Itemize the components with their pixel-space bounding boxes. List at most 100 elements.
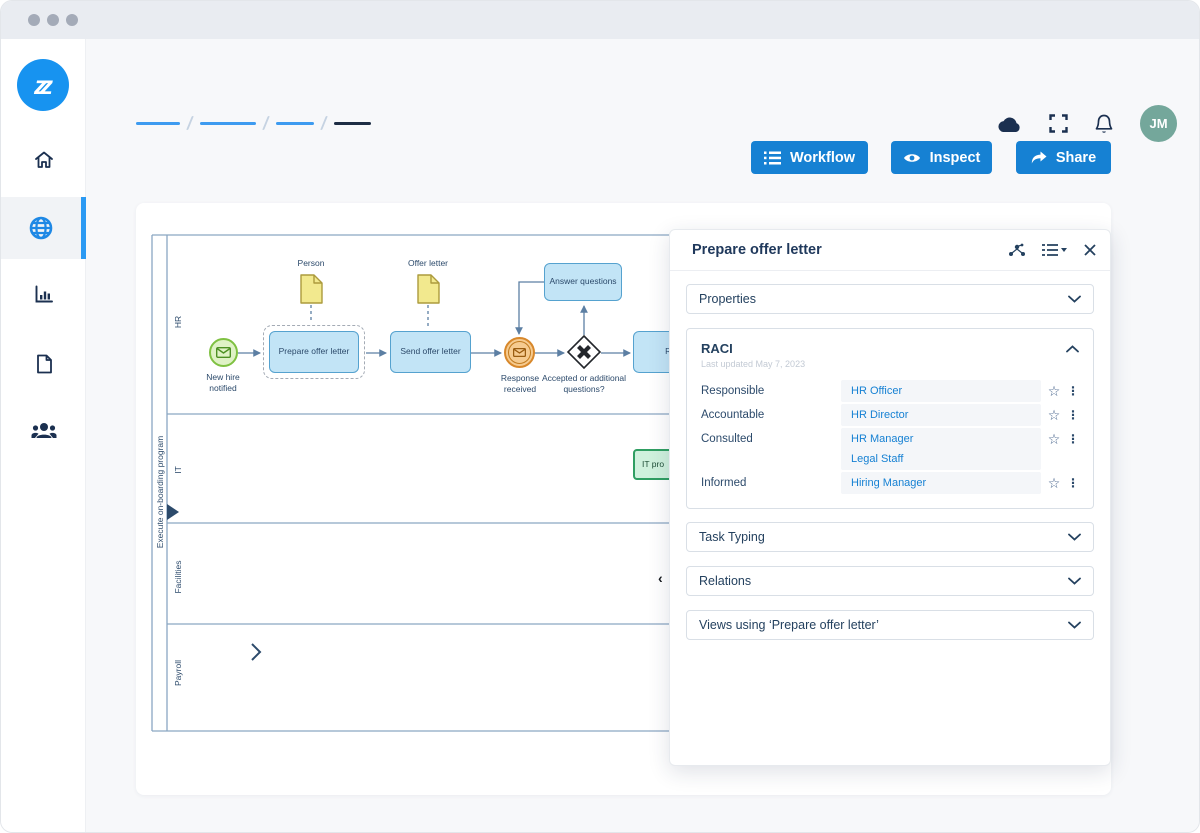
relations-graph-icon[interactable]: [1008, 242, 1026, 258]
raci-rows: Responsible HR Officer ☆ ⋮ Accountable H…: [701, 380, 1079, 494]
task-send-offer-letter[interactable]: Send offer letter: [390, 331, 471, 373]
gateway-label: Accepted or additional questions?: [541, 373, 627, 395]
pool-label: Execute on-boarding program: [155, 435, 165, 549]
sidebar: zz: [1, 39, 86, 832]
fullscreen-icon[interactable]: [1049, 114, 1068, 133]
chevron-down-icon: [1068, 295, 1081, 303]
workflow-button[interactable]: Workflow: [751, 141, 868, 174]
kebab-menu-icon[interactable]: ⋮: [1067, 408, 1079, 422]
sidebar-item-analytics[interactable]: [1, 263, 86, 325]
breadcrumb: [136, 116, 371, 130]
task-typing-label: Task Typing: [699, 530, 765, 544]
chevron-down-icon: [1068, 577, 1081, 585]
window-titlebar: [1, 1, 1199, 39]
sidebar-item-documents[interactable]: [1, 333, 86, 395]
raci-row-consulted: Consulted HR Manager Legal Staff ☆ ⋮: [701, 428, 1079, 470]
main-area: JM Workflow Inspect Share: [86, 39, 1199, 832]
kebab-menu-icon[interactable]: ⋮: [1067, 384, 1079, 398]
eye-icon: [903, 153, 920, 162]
star-icon[interactable]: ☆: [1047, 431, 1061, 447]
document-icon: [36, 354, 52, 374]
globe-icon: [29, 216, 53, 240]
users-icon: [31, 423, 56, 438]
cloud-icon[interactable]: [995, 114, 1023, 134]
breadcrumb-separator: [262, 116, 270, 130]
relations-label: Relations: [699, 574, 752, 588]
avatar[interactable]: JM: [1140, 105, 1177, 142]
breadcrumb-segment[interactable]: [276, 121, 314, 125]
raci-row-values: HR Officer: [841, 380, 1041, 402]
gateway-shape[interactable]: [566, 334, 602, 370]
share-arrow-icon: [1031, 151, 1047, 163]
panel-body: Properties RACI Last updated May 7, 2023: [670, 271, 1110, 667]
inspector-panel: ‹ Prepare offer letter: [658, 229, 1111, 766]
star-icon[interactable]: ☆: [1047, 383, 1061, 399]
data-object-offer-letter-icon[interactable]: [417, 274, 440, 304]
share-button[interactable]: Share: [1016, 141, 1111, 174]
chevron-down-icon: [1068, 533, 1081, 541]
chevron-up-icon[interactable]: [1066, 345, 1079, 353]
bell-icon[interactable]: [1094, 113, 1114, 135]
kebab-menu-icon[interactable]: ⋮: [1067, 476, 1079, 490]
event-response-label: Response received: [500, 373, 540, 395]
raci-last-updated: Last updated May 7, 2023: [701, 359, 806, 369]
raci-row-label: Consulted: [701, 433, 753, 445]
sidebar-item-users[interactable]: [1, 399, 86, 461]
lane-label-facilities: Facilities: [173, 560, 183, 594]
raci-value-link[interactable]: Legal Staff: [851, 453, 904, 465]
star-icon[interactable]: ☆: [1047, 475, 1061, 491]
task-label: Prepare offer letter: [278, 346, 350, 357]
raci-row-label: Informed: [701, 477, 747, 489]
task-typing-accordion[interactable]: Task Typing: [686, 522, 1094, 552]
raci-value-link[interactable]: HR Manager: [851, 433, 914, 445]
raci-card: RACI Last updated May 7, 2023 Responsibl…: [686, 328, 1094, 509]
pool-expand-marker[interactable]: [167, 504, 179, 520]
sidebar-item-home[interactable]: [1, 129, 86, 191]
raci-value-link[interactable]: HR Director: [851, 409, 909, 421]
inspect-button-label: Inspect: [929, 149, 981, 166]
bar-chart-icon: [35, 285, 53, 303]
views-label: Views using ‘Prepare offer letter’: [699, 618, 879, 632]
event-response-received[interactable]: [504, 337, 535, 368]
views-accordion[interactable]: Views using ‘Prepare offer letter’: [686, 610, 1094, 640]
breadcrumb-segment[interactable]: [200, 121, 256, 125]
envelope-icon: [216, 347, 231, 358]
list-icon: [764, 151, 781, 164]
payroll-expand-chevron[interactable]: [251, 643, 262, 661]
breadcrumb-segment[interactable]: [136, 121, 180, 125]
properties-accordion[interactable]: Properties: [686, 284, 1094, 314]
inspect-button[interactable]: Inspect: [891, 141, 992, 174]
raci-value-link[interactable]: HR Officer: [851, 385, 903, 397]
task-label: Send offer letter: [400, 346, 461, 357]
panel-header: Prepare offer letter: [670, 230, 1110, 271]
task-answer-questions[interactable]: Answer questions: [544, 263, 622, 301]
raci-row-responsible: Responsible HR Officer ☆ ⋮: [701, 380, 1079, 402]
task-label: IT pro: [642, 458, 665, 469]
raci-row-informed: Informed Hiring Manager ☆ ⋮: [701, 472, 1079, 494]
panel-collapse-chevron[interactable]: ‹: [658, 570, 663, 586]
start-event-new-hire[interactable]: [209, 338, 238, 367]
share-button-label: Share: [1055, 149, 1097, 166]
window-control-icon[interactable]: [28, 14, 40, 26]
sidebar-item-views[interactable]: [1, 197, 86, 259]
data-object-person-icon[interactable]: [300, 274, 323, 304]
lane-label-hr: HR: [173, 315, 183, 329]
topbar-icons: JM: [995, 105, 1177, 142]
relations-accordion[interactable]: Relations: [686, 566, 1094, 596]
data-object-offer-letter-label: Offer letter: [408, 258, 448, 268]
properties-label: Properties: [699, 292, 756, 306]
window-control-icon[interactable]: [47, 14, 59, 26]
raci-value-link[interactable]: Hiring Manager: [851, 477, 927, 489]
star-icon[interactable]: ☆: [1047, 407, 1061, 423]
task-prepare-offer-letter[interactable]: Prepare offer letter: [269, 331, 359, 373]
raci-row-label: Responsible: [701, 385, 765, 397]
view-options-dropdown-icon[interactable]: [1042, 243, 1068, 257]
kebab-menu-icon[interactable]: ⋮: [1067, 432, 1079, 446]
window-control-icon[interactable]: [66, 14, 78, 26]
app-logo[interactable]: zz: [17, 59, 69, 111]
raci-title: RACI: [701, 341, 733, 356]
close-icon[interactable]: [1084, 244, 1096, 256]
panel-title: Prepare offer letter: [692, 242, 822, 258]
lane-label-it: IT: [173, 466, 183, 474]
